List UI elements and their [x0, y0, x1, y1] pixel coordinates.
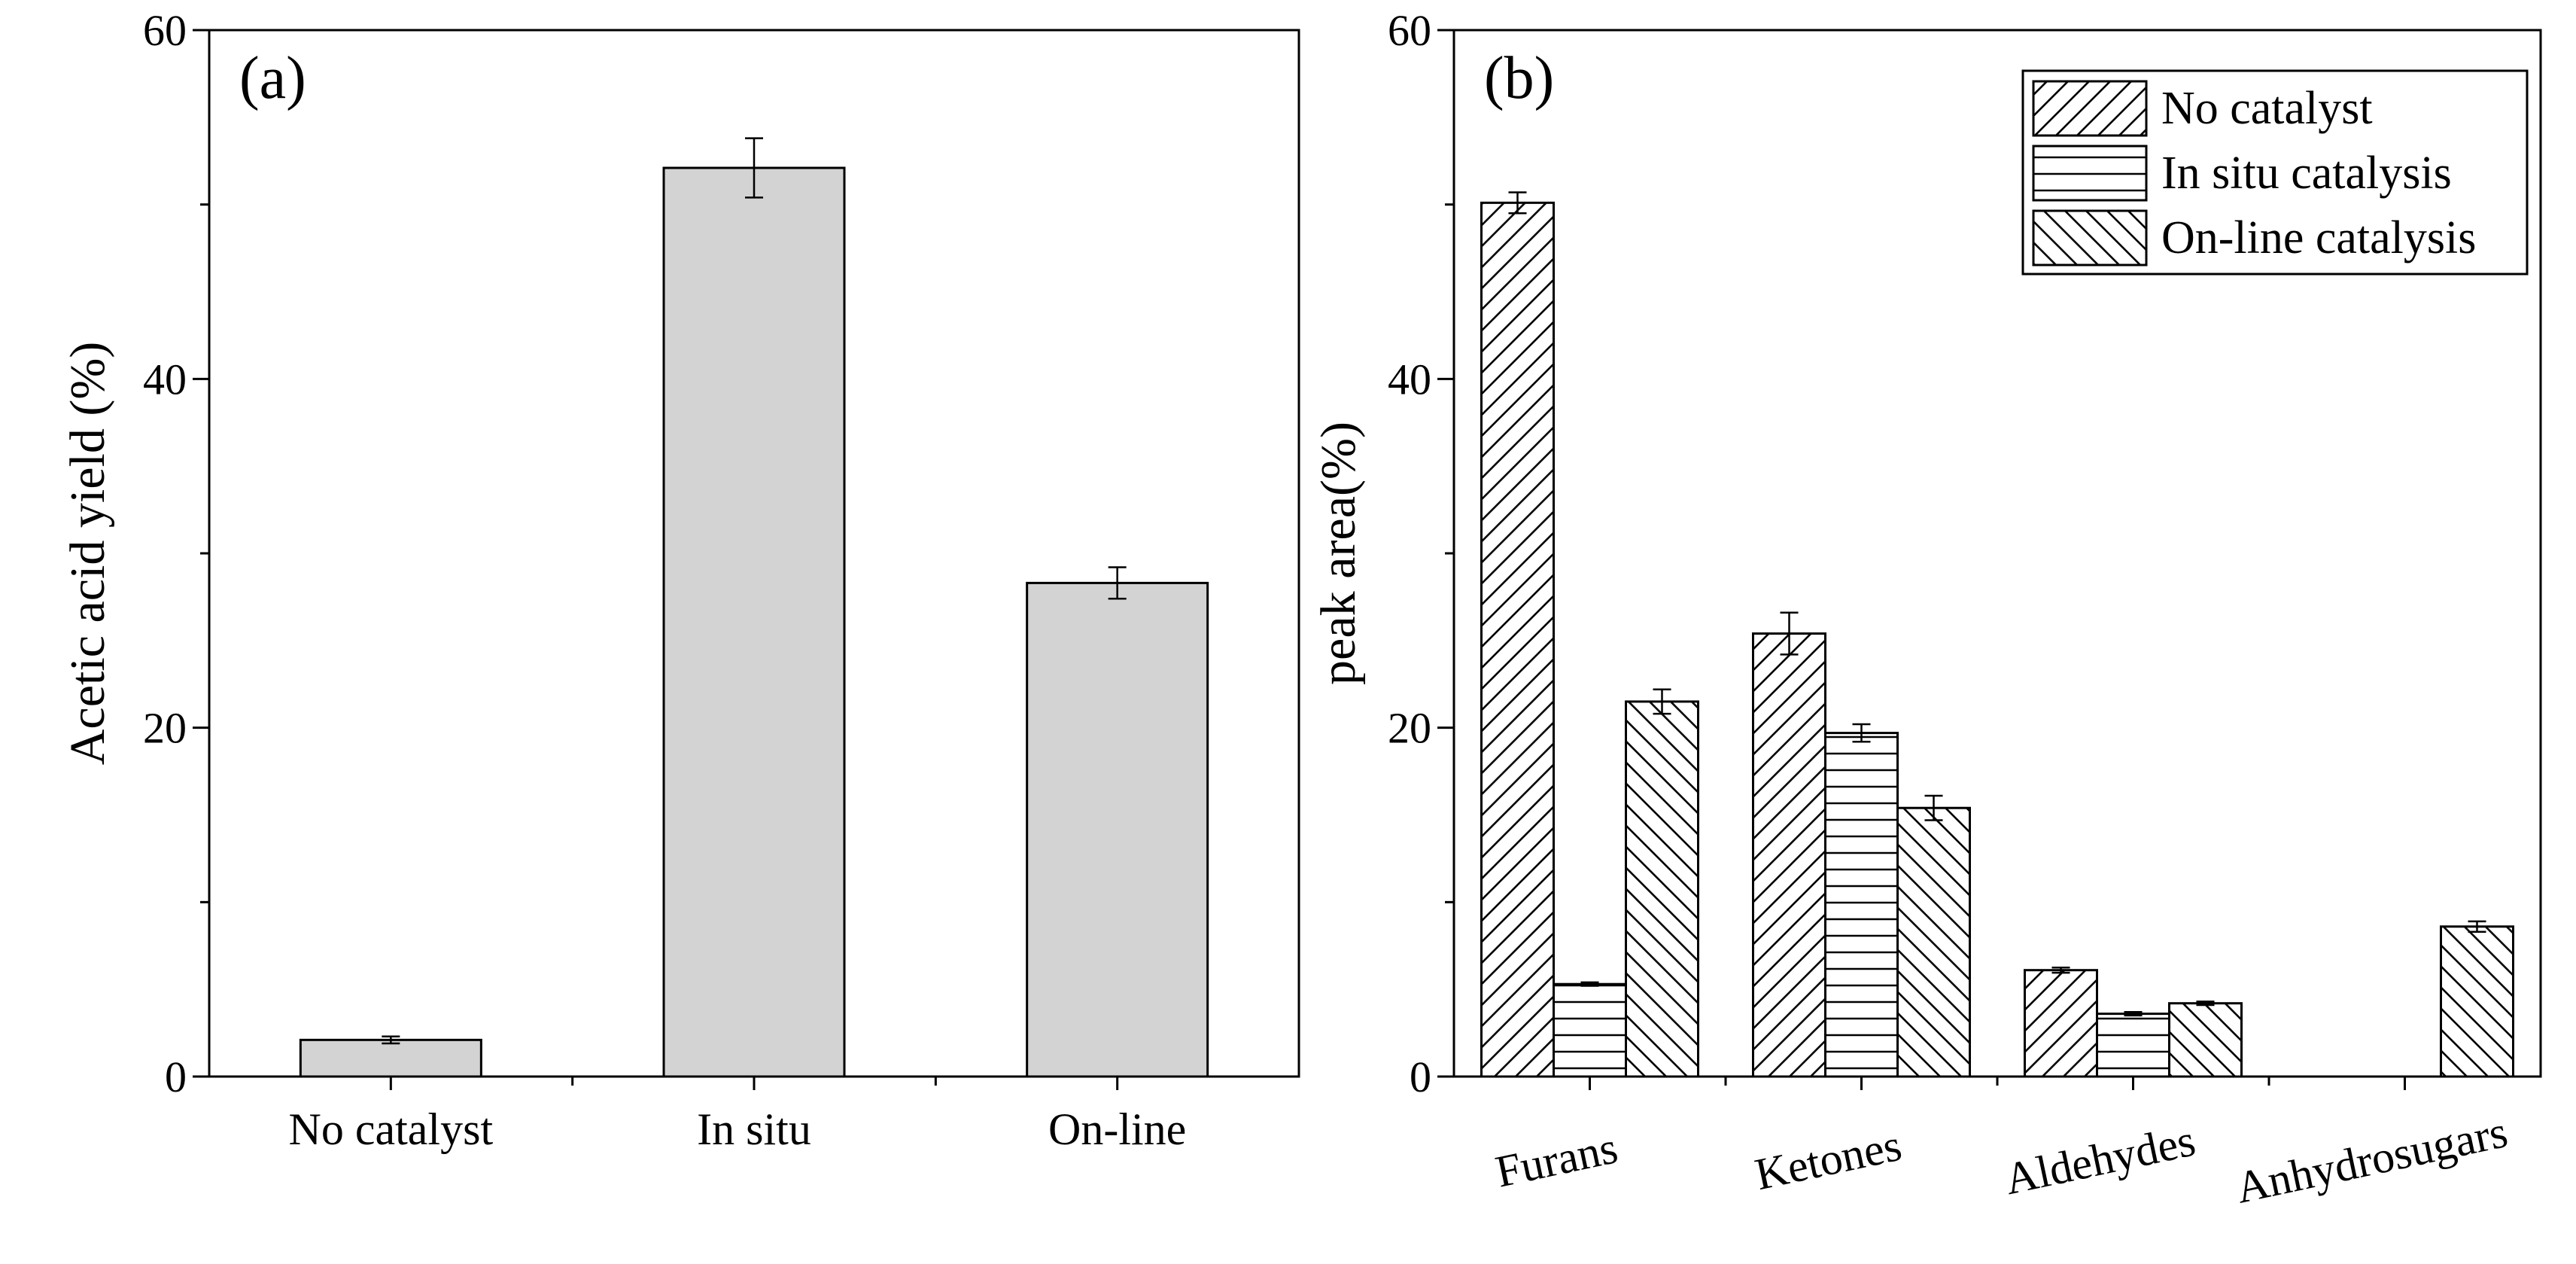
- a-y-tick-label: 40: [143, 355, 187, 404]
- legend-swatch-0: [2032, 80, 2148, 137]
- bar-b-0-0: [1480, 201, 1555, 1078]
- b-y-tick-label: 60: [1388, 6, 1431, 55]
- b-y-tick-label: 20: [1388, 704, 1431, 753]
- x-label-a-1: In situ: [697, 1104, 811, 1154]
- legend-label-1: In situ catalysis: [2161, 148, 2452, 199]
- error-bar-b-2-1: [2124, 1011, 2143, 1017]
- error-bar-a-2: [1108, 566, 1127, 600]
- x-labels-a: No catalyst In situ On-line: [289, 1077, 1186, 1154]
- error-bar-b-0-0: [1508, 191, 1527, 215]
- x-labels-b: Furans Ketones Aldehydes Anhydrosugars: [1492, 1077, 2512, 1213]
- bar-a-1: [662, 166, 846, 1078]
- bars-b: [1480, 191, 2514, 1078]
- panel-a: (a) Acetic acid yield (%) 0 20 40 60 No cat…: [60, 6, 1300, 1154]
- error-bar-b-3-2: [2468, 920, 2486, 933]
- bar-a-0: [299, 1038, 482, 1078]
- bar-b-2-1: [2096, 1013, 2170, 1078]
- error-bar-b-1-2: [1924, 794, 1943, 821]
- x-label-a-0: No catalyst: [289, 1104, 494, 1154]
- bar-b-2-0: [2024, 969, 2098, 1078]
- error-bar-a-0: [382, 1035, 400, 1045]
- y-ticks-b: 0 20 40 60: [1388, 6, 1454, 1101]
- a-y-tick-label: 20: [143, 704, 187, 753]
- legend-swatch-1: [2032, 145, 2148, 202]
- y-axis-title-a: Acetic acid yield (%): [60, 342, 115, 766]
- panel-label-a: (a): [239, 45, 306, 111]
- x-label-b-3: Anhydrosugars: [2231, 1107, 2511, 1213]
- x-label-b-0: Furans: [1492, 1122, 1622, 1197]
- bar-b-0-1: [1553, 982, 1627, 1078]
- error-bar-b-1-0: [1780, 611, 1799, 656]
- error-bar-b-0-2: [1653, 688, 1671, 715]
- error-bar-b-1-1: [1852, 723, 1871, 743]
- bar-b-1-1: [1824, 732, 1899, 1078]
- panel-b: (b) peak area(%) 0 20 40 60 Furans Ketones Al…: [1311, 6, 2542, 1213]
- legend-label-2: On-line catalysis: [2161, 212, 2476, 263]
- x-label-b-1: Ketones: [1750, 1120, 1905, 1199]
- legend-label-0: No catalyst: [2161, 83, 2373, 134]
- bar-b-3-2: [2440, 925, 2514, 1078]
- x-label-b-2: Aldehydes: [2000, 1115, 2200, 1204]
- error-bar-b-2-0: [2051, 966, 2070, 974]
- y-ticks-a: 0 20 40 60: [143, 6, 209, 1101]
- bar-b-1-2: [1896, 806, 1971, 1078]
- error-bar-b-2-2: [2196, 1001, 2215, 1007]
- error-bar-b-0-1: [1580, 981, 1599, 987]
- b-y-tick-label: 0: [1410, 1052, 1431, 1101]
- legend-swatch-2: [2032, 209, 2148, 267]
- bar-a-2: [1026, 581, 1209, 1078]
- error-bar-a-1: [745, 137, 763, 199]
- bar-b-0-2: [1625, 700, 1699, 1078]
- bar-b-2-2: [2168, 1002, 2243, 1078]
- b-y-tick-label: 40: [1388, 355, 1431, 404]
- x-label-a-2: On-line: [1048, 1104, 1186, 1154]
- a-y-tick-label: 0: [165, 1052, 187, 1101]
- legend: No catalyst In situ catalysis On-line cata…: [2021, 69, 2529, 276]
- a-y-tick-label: 60: [143, 6, 187, 55]
- panel-label-b: (b): [1484, 45, 1554, 111]
- y-axis-title-b: peak area(%): [1311, 422, 1366, 685]
- bar-b-1-0: [1752, 632, 1826, 1078]
- bars-a: [299, 137, 1209, 1078]
